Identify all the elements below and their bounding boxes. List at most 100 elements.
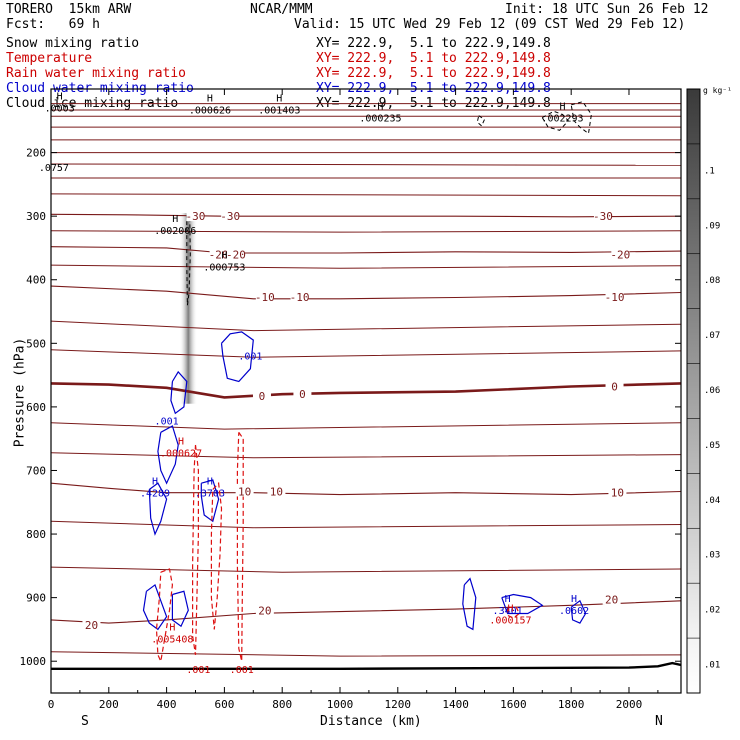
extremum-mark-15: H bbox=[507, 604, 513, 615]
cloud-water-contour-7 bbox=[462, 577, 477, 631]
extremum-value-3: .000235 bbox=[359, 113, 401, 124]
cloud-water-contour-2 bbox=[157, 425, 179, 485]
isotherm-label-15: 20 bbox=[85, 619, 98, 632]
theta-contour-13 bbox=[51, 422, 681, 430]
rain-contour-2 bbox=[236, 431, 244, 662]
x-tick-label-800: 800 bbox=[272, 698, 292, 711]
extremum-value-14: .3401 bbox=[493, 606, 523, 617]
y-tick-label-400: 400 bbox=[26, 274, 46, 287]
colorbar-tick-0: .01 bbox=[704, 661, 720, 671]
colorbar-tick-7: .08 bbox=[704, 276, 720, 286]
isotherm-label-bg-3 bbox=[209, 248, 228, 260]
isotherm-label-10: 0 bbox=[299, 388, 306, 401]
cloud-water-contour-6 bbox=[171, 590, 189, 628]
rain-contour-1 bbox=[210, 481, 223, 630]
legend-xy-1: XY= 222.9, 5.1 to 222.9,149.8 bbox=[316, 51, 551, 66]
extremum-mark-3: H bbox=[377, 101, 383, 112]
extremum-mark-13: H bbox=[169, 623, 175, 634]
legend-field-0: Snow mixing ratio bbox=[6, 36, 140, 51]
forecast-hour: Fcst: 69 h bbox=[6, 17, 100, 32]
x-tick-label-200: 200 bbox=[99, 698, 119, 711]
isotherm-label-13: 10 bbox=[270, 485, 283, 498]
extremum-value-4: .002293 bbox=[541, 113, 583, 124]
extremum-mark-4: H bbox=[559, 101, 565, 112]
x-tick-label-0: 0 bbox=[48, 698, 55, 711]
theta-contour-8 bbox=[51, 193, 681, 197]
extremum-mark-16: H bbox=[571, 594, 577, 605]
extremum-value-16: .0602 bbox=[559, 606, 589, 617]
surface-line bbox=[51, 661, 681, 670]
end-label-south: S bbox=[81, 714, 89, 729]
isotherm--10 bbox=[51, 285, 681, 300]
cloud-water-contour-4 bbox=[200, 479, 220, 523]
extremum-value-15: .000157 bbox=[489, 616, 531, 627]
extremum-value-6: .002006 bbox=[154, 226, 196, 237]
cloud-water-contour-3 bbox=[148, 482, 168, 536]
legend-xy-2: XY= 222.9, 5.1 to 222.9,149.8 bbox=[316, 66, 551, 81]
isotherm-label-16: 20 bbox=[258, 604, 271, 617]
colorbar-tick-6: .07 bbox=[704, 331, 720, 341]
x-tick-label-1200: 1200 bbox=[385, 698, 412, 711]
cloud-ice-column bbox=[179, 212, 198, 404]
x-tick-label-600: 600 bbox=[214, 698, 234, 711]
snow-contour-1 bbox=[570, 101, 592, 135]
legend-xy-0: XY= 222.9, 5.1 to 222.9,149.8 bbox=[316, 36, 551, 51]
isotherm-label-1: -30 bbox=[220, 210, 240, 223]
y-tick-label-700: 700 bbox=[26, 464, 46, 477]
isotherm-label-bg-5 bbox=[611, 248, 630, 260]
extremum-value-18: .001 bbox=[230, 665, 254, 676]
isotherm-label-bg-0 bbox=[186, 210, 205, 222]
colorbar-tick-4: .05 bbox=[704, 441, 720, 451]
theta-contour-16 bbox=[51, 566, 681, 573]
y-axis-title: Pressure (hPa) bbox=[12, 337, 28, 448]
colorbar-tick-9: .1 bbox=[704, 166, 715, 176]
isotherm-0 bbox=[51, 382, 681, 399]
extremum-mark-12: H bbox=[207, 476, 213, 487]
extremum-value-1: .000626 bbox=[189, 106, 231, 117]
isotherm-label-9: 0 bbox=[259, 390, 266, 403]
y-tick-label-500: 500 bbox=[26, 337, 46, 350]
extremum-value-17: .001 bbox=[186, 665, 210, 676]
snow-contour-2 bbox=[476, 115, 486, 127]
extremum-value-13: .005408 bbox=[151, 635, 193, 646]
isotherm-label-0: -30 bbox=[186, 210, 206, 223]
y-tick-label-1000: 1000 bbox=[20, 655, 47, 668]
isotherm-label-bg-2 bbox=[593, 210, 612, 222]
isotherm-label-2: -30 bbox=[593, 210, 613, 223]
extremum-mark-10: H bbox=[178, 436, 184, 447]
cloud-water-contour-5 bbox=[142, 583, 168, 631]
colorbar bbox=[686, 88, 701, 694]
colorbar-tick-2: .03 bbox=[704, 551, 720, 561]
colorbar-tick-8: .09 bbox=[704, 221, 720, 231]
theta-contour-17 bbox=[51, 651, 681, 657]
legend-field-2: Rain water mixing ratio bbox=[6, 66, 187, 81]
isotherm-label-bg-7 bbox=[290, 290, 309, 302]
colorbar-tick-5: .06 bbox=[704, 386, 720, 396]
isotherm-label-17: 20 bbox=[605, 594, 618, 607]
x-tick-label-1000: 1000 bbox=[327, 698, 354, 711]
isotherm-10 bbox=[51, 482, 681, 496]
y-tick-label-900: 900 bbox=[26, 592, 46, 605]
isotherm--20 bbox=[51, 246, 681, 254]
theta-contour-15 bbox=[51, 520, 681, 529]
extremum-mark-0: H bbox=[57, 92, 63, 103]
extremum-mark-14: H bbox=[505, 594, 511, 605]
center-name: NCAR/MMM bbox=[250, 2, 313, 17]
isotherm-label-12: 10 bbox=[238, 485, 251, 498]
cloud-water-contour-8 bbox=[501, 593, 544, 615]
colorbar-tick-1: .02 bbox=[704, 606, 720, 616]
isotherm-label-bg-16 bbox=[255, 604, 274, 616]
isotherm-label-5: -20 bbox=[610, 248, 630, 261]
isotherm-label-11: 0 bbox=[611, 381, 618, 394]
isotherm-label-bg-6 bbox=[255, 290, 274, 302]
extremum-value-5: .0757 bbox=[39, 163, 69, 174]
x-tick-label-400: 400 bbox=[157, 698, 177, 711]
y-tick-label-800: 800 bbox=[26, 528, 46, 541]
isotherm-label-bg-10 bbox=[293, 388, 312, 400]
y-tick-label-600: 600 bbox=[26, 401, 46, 414]
colorbar-tick-3: .04 bbox=[704, 496, 720, 506]
cloud-water-contour-9 bbox=[570, 599, 587, 624]
isotherm-label-7: -10 bbox=[290, 291, 310, 304]
extremum-mark-6: H bbox=[172, 214, 178, 225]
